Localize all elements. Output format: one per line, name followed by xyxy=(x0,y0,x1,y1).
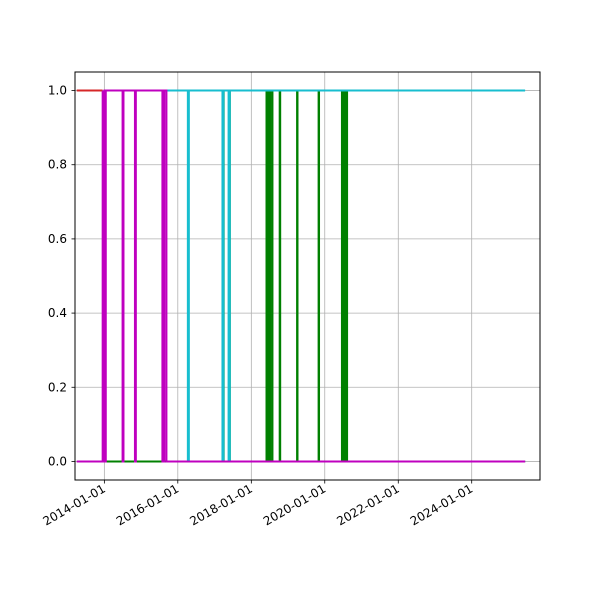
series-line-6 xyxy=(101,89,526,463)
y-tick-label: 1.0 xyxy=(48,84,67,98)
plot-lines xyxy=(76,89,526,463)
y-tick-label: 0.6 xyxy=(48,232,67,246)
y-tick-label: 0.2 xyxy=(48,380,67,394)
y-axis: 0.0 0.2 0.4 0.6 0.8 1.0 xyxy=(48,84,75,468)
axes-frame xyxy=(74,71,541,481)
y-tick-label: 0.0 xyxy=(48,454,67,468)
y-tick-label: 0.4 xyxy=(48,306,67,320)
grid xyxy=(75,72,540,480)
y-tick-label: 0.8 xyxy=(48,158,67,172)
